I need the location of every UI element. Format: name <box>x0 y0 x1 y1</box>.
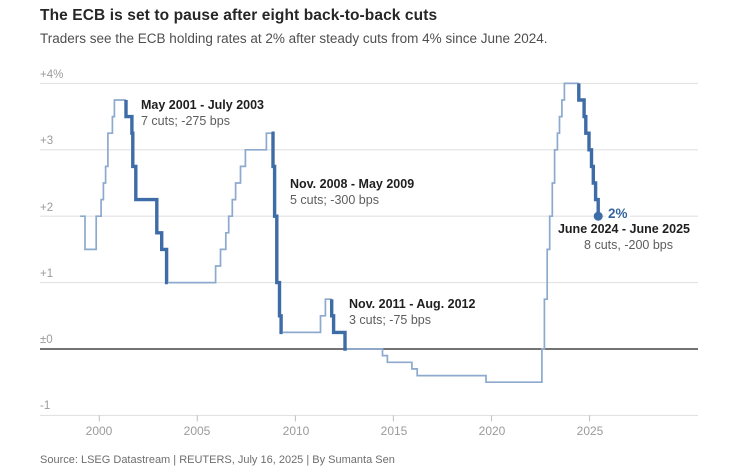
y-axis-label-neg1: -1 <box>40 400 51 412</box>
annotation-2024-2025: June 2024 - June 2025 8 cuts, -200 bps <box>558 221 690 253</box>
x-axis-label-2010: 2010 <box>282 424 310 438</box>
annotation-2011-2012: Nov. 2011 - Aug. 2012 3 cuts; -75 bps <box>349 296 475 328</box>
source-line: Source: LSEG Datastream | REUTERS, July … <box>40 454 395 466</box>
annotation-heading: Nov. 2008 - May 2009 <box>290 177 415 191</box>
y-axis-label-1: +1 <box>40 268 54 280</box>
y-axis-label-4: +4% <box>40 69 64 81</box>
rate-line-thin <box>282 298 332 334</box>
x-axis-label-2020: 2020 <box>478 424 506 438</box>
annotation-detail: 8 cuts, -200 bps <box>584 238 673 252</box>
page-subtitle: Traders see the ECB holding rates at 2% … <box>40 31 548 46</box>
y-axis-label-3: +3 <box>40 135 54 147</box>
rate-line-thick <box>124 100 169 285</box>
y-axis-label-0: ±0 <box>40 334 53 346</box>
annotation-detail: 3 cuts; -75 bps <box>349 313 431 327</box>
rate-line-thin <box>346 82 579 384</box>
x-axis-label-2015: 2015 <box>380 424 408 438</box>
annotation-2001-2003: May 2001 - July 2003 7 cuts; -275 bps <box>141 97 264 129</box>
y-axis-label-2: +2 <box>40 202 54 214</box>
annotation-heading: Nov. 2011 - Aug. 2012 <box>349 297 476 311</box>
rate-line-thin <box>167 132 272 284</box>
annotation-heading: May 2001 - July 2003 <box>141 98 264 112</box>
annotation-detail: 5 cuts; -300 bps <box>290 193 379 207</box>
rate-line-thick <box>330 299 347 351</box>
x-axis-label-2000: 2000 <box>85 424 113 438</box>
rate-line-thin <box>80 99 126 251</box>
annotation-heading: June 2024 - June 2025 <box>557 222 690 236</box>
x-axis-label-2025: 2025 <box>576 424 604 438</box>
endpoint-value-label: 2% <box>606 206 630 221</box>
page-title: The ECB is set to pause after eight back… <box>40 7 438 24</box>
endpoint-dot <box>593 211 603 221</box>
annotation-detail: 7 cuts; -275 bps <box>141 114 230 128</box>
x-axis-label-2005: 2005 <box>183 424 211 438</box>
rate-line-thick <box>577 83 600 218</box>
rate-line-thick <box>271 131 283 335</box>
annotation-2008-2009: Nov. 2008 - May 2009 5 cuts; -300 bps <box>290 176 414 208</box>
